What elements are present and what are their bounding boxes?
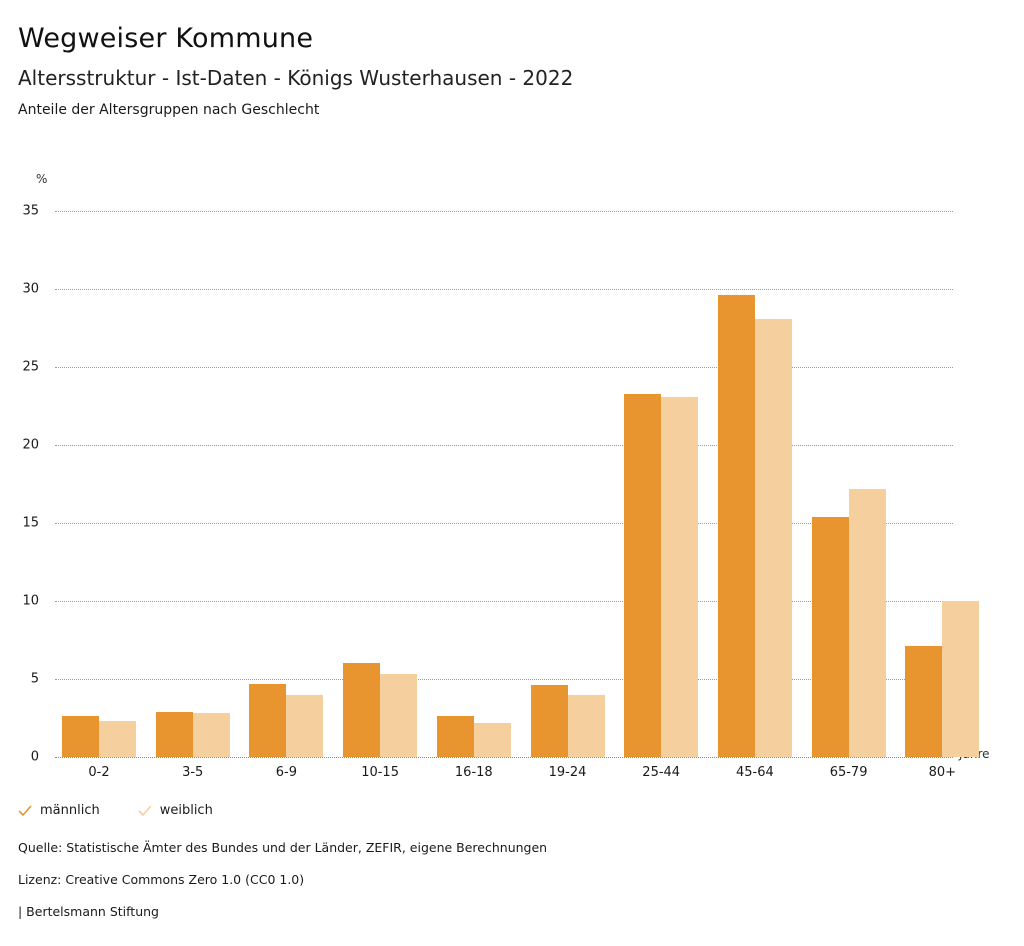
bar-weiblich-25-44[interactable] bbox=[661, 396, 699, 757]
gridline bbox=[55, 289, 953, 290]
x-axis-tick-label: 65-79 bbox=[829, 765, 868, 780]
bars-layer bbox=[62, 295, 980, 757]
x-axis-tick-label: 10-15 bbox=[361, 765, 399, 780]
gridline bbox=[55, 679, 953, 680]
bar-weiblich-3-5[interactable] bbox=[192, 713, 230, 757]
y-axis-tick-label: 20 bbox=[22, 437, 39, 453]
chart-footer: Quelle: Statistische Ämter des Bundes un… bbox=[18, 841, 547, 918]
bar-weiblich-6-9[interactable] bbox=[286, 694, 324, 757]
bar-männlich-25-44[interactable] bbox=[624, 393, 662, 757]
bar-männlich-45-64[interactable] bbox=[717, 295, 755, 757]
y-axis-tick-label: 30 bbox=[22, 281, 39, 297]
chart-subtitle: Altersstruktur - Ist-Daten - Königs Wust… bbox=[18, 65, 574, 90]
footer-line: | Bertelsmann Stiftung bbox=[18, 903, 159, 919]
x-axis-tick-label: 0-2 bbox=[88, 765, 110, 780]
y-axis-tick-label: 10 bbox=[22, 593, 39, 609]
bar-männlich-10-15[interactable] bbox=[343, 663, 381, 757]
bar-männlich-65-79[interactable] bbox=[811, 516, 849, 757]
y-axis-tick-label: 0 bbox=[30, 749, 39, 765]
y-axis-tick-label: 15 bbox=[22, 515, 39, 531]
x-axis-tick-label: 19-24 bbox=[548, 765, 587, 780]
chart-header: Wegweiser Kommune Altersstruktur - Ist-D… bbox=[18, 0, 573, 118]
footer-line: Lizenz: Creative Commons Zero 1.0 (CC0 1… bbox=[18, 871, 305, 887]
y-axis-tick-label: 35 bbox=[22, 203, 39, 219]
y-axis-tick-label: 25 bbox=[22, 359, 39, 375]
legend-item-label: weiblich bbox=[159, 803, 213, 818]
footer-line: Quelle: Statistische Ämter des Bundes un… bbox=[18, 840, 548, 855]
gridline bbox=[55, 367, 953, 368]
bar-männlich-16-18[interactable] bbox=[436, 716, 474, 757]
gridline bbox=[55, 523, 953, 524]
x-axis-tick-label: 80+ bbox=[928, 765, 957, 780]
bar-weiblich-80+[interactable] bbox=[942, 601, 980, 757]
gridline bbox=[55, 601, 953, 602]
x-axis-tick-label: 16-18 bbox=[454, 765, 493, 780]
legend-item-männlich[interactable]: männlich bbox=[18, 803, 100, 818]
bar-männlich-80+[interactable] bbox=[905, 646, 943, 757]
bar-weiblich-10-15[interactable] bbox=[380, 674, 418, 757]
x-axis-tick-label: 45-64 bbox=[736, 765, 774, 780]
bar-weiblich-19-24[interactable] bbox=[567, 694, 605, 757]
gridline bbox=[55, 445, 953, 446]
bar-männlich-6-9[interactable] bbox=[249, 683, 287, 757]
bar-männlich-19-24[interactable] bbox=[530, 685, 568, 757]
x-axis-tick-label: 3-5 bbox=[182, 765, 204, 780]
legend-item-weiblich[interactable]: weiblich bbox=[138, 803, 213, 818]
chart-description: Anteile der Altersgruppen nach Geschlech… bbox=[18, 101, 320, 118]
bar-weiblich-16-18[interactable] bbox=[473, 722, 511, 757]
check-icon bbox=[18, 804, 32, 818]
bar-weiblich-65-79[interactable] bbox=[848, 488, 886, 757]
check-icon bbox=[138, 804, 152, 818]
gridline bbox=[55, 211, 953, 212]
x-axis-tick-label: 25-44 bbox=[642, 765, 681, 780]
legend-item-label: männlich bbox=[40, 803, 100, 818]
gridline bbox=[55, 757, 953, 758]
y-axis-unit-label: % bbox=[36, 172, 48, 186]
x-axis-tick-label: 6-9 bbox=[275, 765, 298, 780]
bar-weiblich-0-2[interactable] bbox=[99, 721, 136, 757]
y-axis-tick-label: 5 bbox=[30, 671, 39, 687]
bar-männlich-0-2[interactable] bbox=[62, 716, 99, 757]
bar-männlich-3-5[interactable] bbox=[155, 711, 193, 757]
chart-legend: männlich weiblich bbox=[18, 803, 251, 818]
bar-weiblich-45-64[interactable] bbox=[754, 318, 792, 757]
page-title: Wegweiser Kommune bbox=[18, 23, 314, 54]
